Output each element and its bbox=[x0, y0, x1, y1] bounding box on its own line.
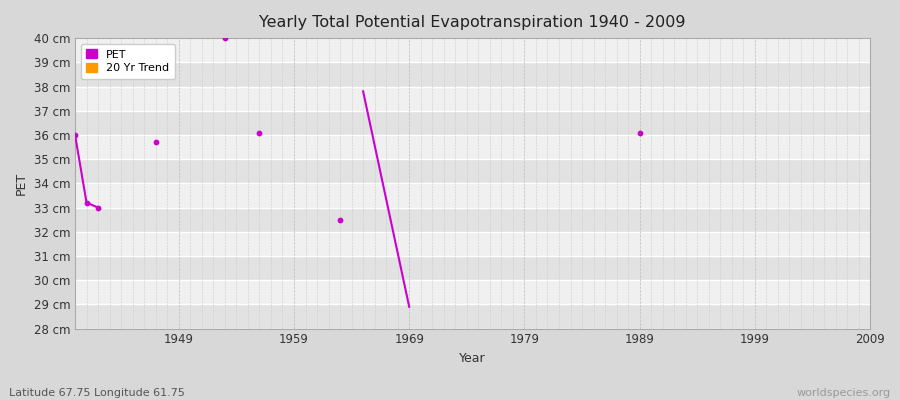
Bar bbox=[75, 280, 870, 304]
Bar bbox=[75, 232, 870, 256]
Point bbox=[218, 35, 232, 41]
Point bbox=[633, 129, 647, 136]
Bar bbox=[75, 62, 870, 86]
Point bbox=[79, 200, 94, 206]
Bar bbox=[75, 208, 870, 232]
Point bbox=[91, 204, 105, 211]
Point bbox=[148, 139, 163, 145]
Bar bbox=[75, 159, 870, 183]
Y-axis label: PET: PET bbox=[15, 172, 28, 195]
Bar bbox=[75, 111, 870, 135]
Bar bbox=[75, 135, 870, 159]
Bar bbox=[75, 304, 870, 328]
Text: worldspecies.org: worldspecies.org bbox=[796, 388, 891, 398]
Bar bbox=[75, 256, 870, 280]
Bar bbox=[75, 38, 870, 62]
Point bbox=[333, 216, 347, 223]
X-axis label: Year: Year bbox=[459, 352, 486, 365]
Point bbox=[252, 129, 266, 136]
Bar bbox=[75, 86, 870, 111]
Point bbox=[68, 132, 82, 138]
Bar bbox=[75, 183, 870, 208]
Title: Yearly Total Potential Evapotranspiration 1940 - 2009: Yearly Total Potential Evapotranspiratio… bbox=[259, 15, 686, 30]
Text: Latitude 67.75 Longitude 61.75: Latitude 67.75 Longitude 61.75 bbox=[9, 388, 184, 398]
Legend: PET, 20 Yr Trend: PET, 20 Yr Trend bbox=[81, 44, 175, 79]
